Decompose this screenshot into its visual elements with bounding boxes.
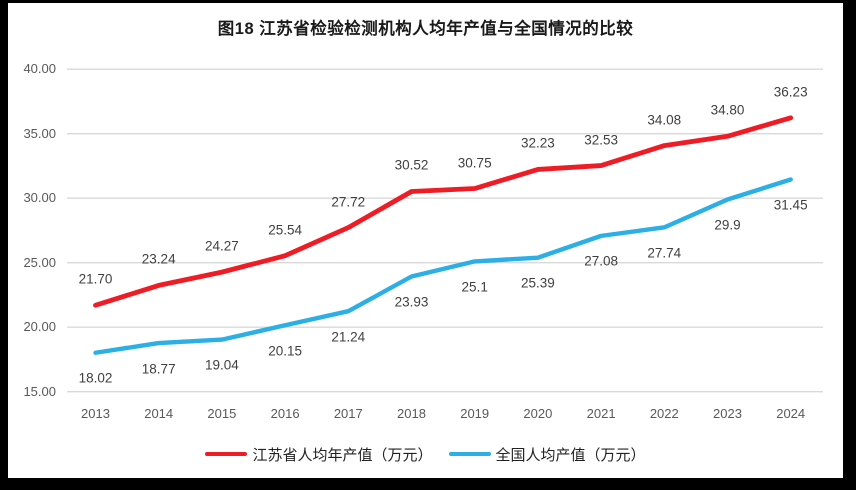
data-label: 30.75 [457,155,492,171]
x-tick-label: 2021 [586,406,616,421]
data-label: 34.80 [710,102,745,118]
data-label: 19.04 [204,357,239,373]
x-tick-label: 2020 [523,406,553,421]
data-label: 18.02 [78,370,113,386]
data-label: 21.70 [78,271,113,287]
data-label: 25.1 [461,279,488,295]
data-label: 32.23 [520,135,555,151]
x-tick-label: 2024 [776,406,806,421]
data-label: 30.52 [394,157,429,173]
y-tick-label: 40.00 [23,61,56,77]
y-tick-label: 30.00 [23,190,56,206]
y-tick-label: 35.00 [23,125,56,141]
data-label: 27.74 [647,245,682,261]
legend: 江苏省人均年产值（万元） 全国人均产值（万元） [8,443,843,465]
x-tick-label: 2016 [270,406,300,421]
data-label: 31.45 [773,197,808,213]
line-plot-area [67,68,823,393]
x-tick-label: 2022 [649,406,679,421]
national-series-line [93,177,793,355]
x-tick-label: 2013 [81,406,110,421]
data-label: 34.08 [647,112,682,128]
data-label: 29.9 [714,217,741,233]
y-tick-label: 25.00 [23,254,56,270]
y-tick-label: 20.00 [23,319,56,335]
jiangsu-series-swatch [205,451,248,457]
x-tick-label: 2019 [460,406,490,421]
legend-label-national: 全国人均产值（万元） [495,446,646,464]
data-label: 27.08 [584,253,618,269]
data-label: 23.93 [394,294,429,310]
chart-title: 图18 江苏省检验检测机构人均年产值与全国情况的比较 [217,20,634,38]
x-tick-label: 2018 [397,406,426,421]
data-label: 21.24 [331,329,366,345]
legend-item-jiangsu: 江苏省人均年产值（万元） [205,444,433,465]
data-label: 36.23 [773,84,808,100]
x-tick-label: 2017 [333,406,363,421]
data-label: 32.53 [584,132,618,148]
data-label: 23.24 [141,251,176,267]
legend-item-national: 全国人均产值（万元） [448,444,646,465]
legend-label-jiangsu: 江苏省人均年产值（万元） [252,446,433,464]
data-label: 24.27 [204,238,239,254]
data-label: 20.15 [268,343,302,359]
chart-canvas: 图18 江苏省检验检测机构人均年产值与全国情况的比较 15.00 20.00 25.… [8,3,843,478]
data-label: 27.72 [331,194,366,210]
y-tick-label: 15.00 [23,383,56,399]
data-label: 25.39 [520,275,555,291]
data-label: 25.54 [268,222,302,238]
national-series-swatch [448,451,491,457]
data-label: 18.77 [141,361,176,377]
x-tick-label: 2014 [144,406,174,421]
x-tick-label: 2023 [713,406,742,421]
x-tick-label: 2015 [207,406,237,421]
jiangsu-series-line [93,115,794,308]
